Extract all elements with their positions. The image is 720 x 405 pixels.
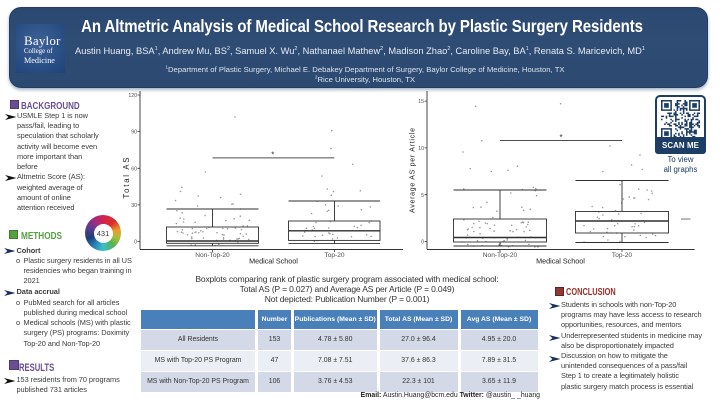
- svg-text:Non-Top-20: Non-Top-20: [483, 252, 518, 259]
- svg-text:Total AS: Total AS: [122, 158, 131, 199]
- svg-text:Medical School: Medical School: [249, 257, 298, 266]
- svg-text:90: 90: [131, 130, 137, 136]
- svg-text:60: 60: [131, 166, 137, 172]
- svg-text:Average AS per Article: Average AS per Article: [410, 128, 417, 213]
- svg-text:5: 5: [421, 193, 424, 199]
- svg-text:30: 30: [131, 203, 137, 209]
- svg-text:Top-20: Top-20: [612, 252, 632, 259]
- svg-text:*: *: [559, 133, 562, 142]
- svg-text:Non-Top-20: Non-Top-20: [195, 252, 230, 259]
- svg-text:120: 120: [128, 93, 137, 99]
- svg-text:15: 15: [418, 99, 424, 105]
- svg-text:Medical School: Medical School: [536, 257, 585, 266]
- svg-text:Top-20: Top-20: [324, 252, 344, 259]
- svg-text:*: *: [271, 151, 274, 160]
- svg-text:0: 0: [421, 239, 424, 245]
- svg-text:0: 0: [134, 239, 137, 245]
- svg-text:10: 10: [418, 146, 424, 152]
